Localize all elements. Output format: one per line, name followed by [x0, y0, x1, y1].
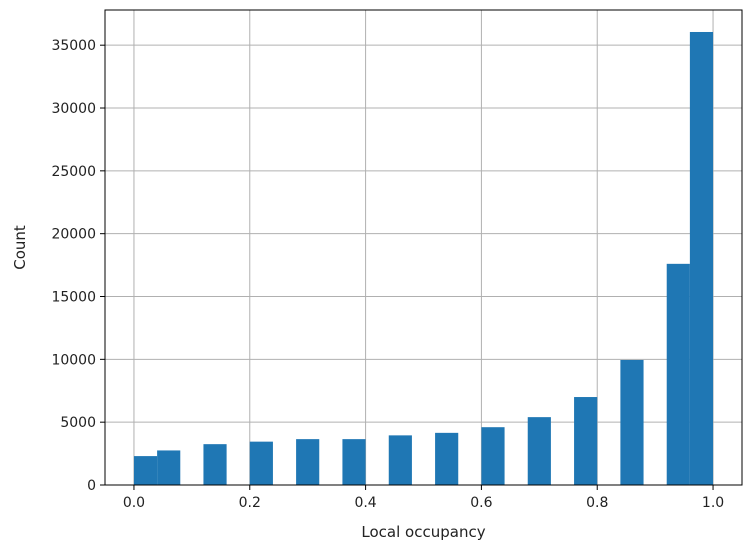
y-tick-label: 25000 [51, 164, 96, 180]
histogram-bar [249, 441, 273, 485]
histogram-bar [527, 417, 551, 485]
histogram-bar [689, 31, 714, 485]
y-tick-label: 35000 [51, 38, 96, 54]
x-tick-label: 0.0 [123, 495, 145, 511]
x-tick-label: 1.0 [702, 495, 724, 511]
histogram-bar [481, 427, 505, 485]
y-tick-label: 10000 [51, 352, 96, 368]
y-tick-label: 20000 [51, 227, 96, 243]
x-tick-label: 0.8 [586, 495, 608, 511]
grid-lines [105, 10, 742, 486]
histogram-bar [203, 444, 227, 485]
x-axis-label: Local occupancy [361, 523, 485, 541]
histogram-bar [342, 439, 366, 485]
y-axis-ticks: 0 5000 10000 15000 20000 25000 30000 35000 [51, 38, 105, 494]
y-tick-label: 5000 [60, 415, 96, 431]
histogram-bar [435, 432, 459, 485]
histogram-bar [296, 439, 320, 485]
histogram-bar [574, 397, 598, 485]
histogram-bar [157, 450, 181, 485]
histogram-bar [133, 456, 158, 485]
x-tick-label: 0.2 [239, 495, 261, 511]
x-tick-label: 0.6 [470, 495, 492, 511]
histogram-bar [388, 435, 412, 485]
x-tick-label: 0.4 [354, 495, 376, 511]
bars-group [133, 31, 714, 485]
y-axis-label: Count [11, 225, 29, 270]
plot-frame [104, 9, 743, 486]
histogram-bar [666, 263, 690, 485]
histogram-bar [620, 359, 644, 485]
x-axis-ticks: 0.0 0.2 0.4 0.6 0.8 1.0 [123, 485, 724, 511]
y-tick-label: 15000 [51, 290, 96, 306]
y-tick-label: 30000 [51, 101, 96, 117]
y-tick-label: 0 [87, 478, 96, 494]
